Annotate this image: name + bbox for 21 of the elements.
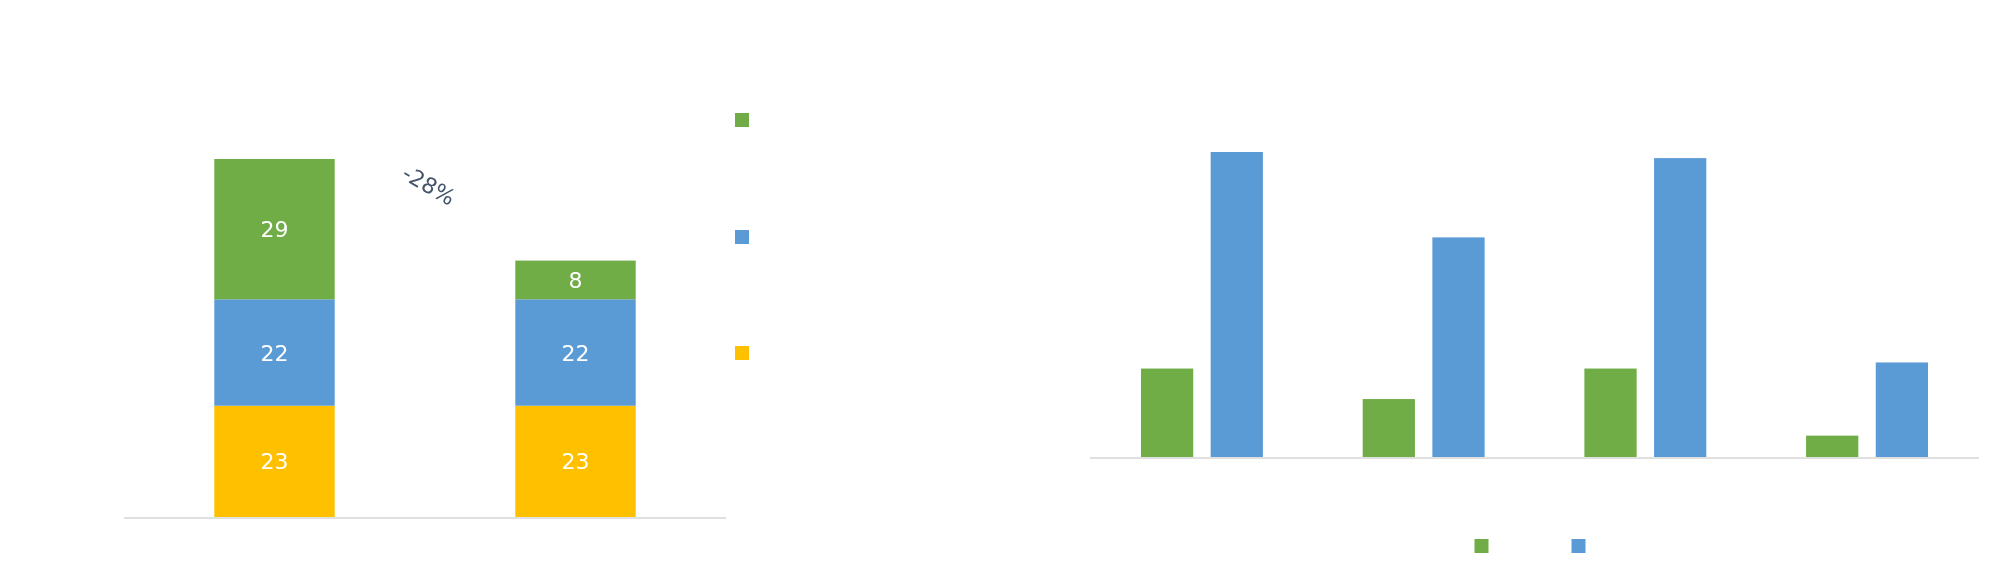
data-label: 23	[260, 449, 289, 475]
data-label: 22	[260, 340, 289, 366]
bar	[1432, 237, 1485, 457]
bar	[515, 260, 636, 300]
bar	[1806, 435, 1859, 457]
bar	[1140, 368, 1194, 457]
bar	[1875, 362, 1929, 457]
data-label: 23	[561, 449, 590, 475]
bar	[1654, 158, 1707, 457]
data-label: 8	[568, 267, 583, 293]
bar	[214, 159, 335, 300]
bar	[1210, 152, 1263, 457]
bar	[1584, 368, 1637, 457]
bar	[214, 405, 335, 517]
annotation: -28%	[397, 160, 460, 211]
bar	[214, 299, 335, 406]
bar	[1362, 399, 1415, 457]
data-label: 29	[260, 217, 289, 243]
bar	[515, 405, 636, 517]
data-label: 22	[561, 340, 590, 366]
bar	[515, 299, 636, 406]
